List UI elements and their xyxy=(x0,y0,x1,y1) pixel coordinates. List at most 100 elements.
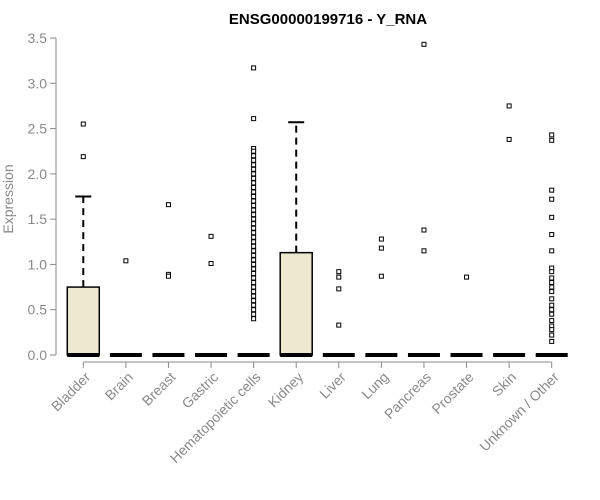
outlier-point xyxy=(251,225,257,231)
x-tick-label: Brain xyxy=(102,369,136,403)
outlier-point xyxy=(80,154,86,160)
outlier-point xyxy=(378,236,384,242)
outlier-point xyxy=(251,198,257,204)
y-tick-label: 3.0 xyxy=(28,75,48,91)
outlier-point xyxy=(251,307,257,313)
y-tick-label: 1.0 xyxy=(28,256,48,272)
outlier-point xyxy=(251,293,257,299)
outlier-point xyxy=(80,121,86,127)
outlier-point xyxy=(251,316,257,322)
outlier-point xyxy=(336,269,342,275)
outlier-point xyxy=(549,214,555,220)
outlier-point xyxy=(251,184,257,190)
outlier-point xyxy=(165,202,171,208)
outlier-point xyxy=(421,227,427,233)
outlier-point xyxy=(165,273,171,279)
outlier-point xyxy=(549,280,555,286)
box-rect xyxy=(66,286,101,356)
box-1 xyxy=(66,195,101,357)
outlier-point xyxy=(251,270,257,276)
outlier-point xyxy=(251,189,257,195)
y-tick-label: 2.5 xyxy=(28,121,48,137)
outlier-point xyxy=(549,232,555,238)
outlier-point xyxy=(251,153,257,159)
outlier-point xyxy=(251,207,257,213)
y-tick-label: 1.5 xyxy=(28,211,48,227)
outlier-point xyxy=(123,258,129,264)
outlier-point xyxy=(251,230,257,236)
outlier-point xyxy=(549,307,555,313)
outlier-point xyxy=(251,148,257,154)
outlier-point xyxy=(251,298,257,304)
outlier-point xyxy=(251,212,257,218)
outlier-point xyxy=(251,175,257,181)
y-tick-label: 3.5 xyxy=(28,30,48,46)
outlier-point xyxy=(549,289,555,295)
outlier-point xyxy=(549,275,555,281)
outlier-point xyxy=(549,132,555,138)
outlier-point xyxy=(421,41,427,47)
outlier-point xyxy=(251,203,257,209)
outlier-point xyxy=(208,261,214,267)
x-tick-label: Prostate xyxy=(428,369,476,417)
outlier-point xyxy=(251,166,257,172)
y-axis: 0.0 0.5 1.0 1.5 2.0 2.5 3.0 3.5 xyxy=(28,30,57,363)
outlier-point xyxy=(251,157,257,163)
outlier-point xyxy=(464,274,470,280)
outlier-point xyxy=(549,196,555,202)
outlier-point xyxy=(251,194,257,199)
chart-title: ENSG00000199716 - Y_RNA xyxy=(229,11,427,28)
outlier-point xyxy=(549,269,555,275)
outlier-point xyxy=(251,248,257,254)
box-6 xyxy=(279,121,313,357)
outlier-point xyxy=(549,327,555,333)
outlier-point xyxy=(378,245,384,251)
y-tick-label: 0.5 xyxy=(28,302,48,318)
x-tick-label: Gastric xyxy=(178,369,221,412)
outlier-point xyxy=(251,280,257,286)
outlier-point xyxy=(251,180,257,186)
outlier-point xyxy=(336,322,342,328)
x-tick-label: Lung xyxy=(358,369,391,402)
outlier-point xyxy=(251,243,257,249)
outlier-point xyxy=(549,332,555,338)
x-tick-label: Kidney xyxy=(265,369,307,411)
outlier-point xyxy=(251,257,257,263)
outlier-point xyxy=(549,318,555,324)
outlier-point xyxy=(251,171,257,177)
outlier-point xyxy=(251,266,257,272)
outlier-point xyxy=(251,216,257,222)
y-axis-label: Expression xyxy=(0,164,16,233)
outlier-point xyxy=(208,233,214,239)
outlier-point xyxy=(549,187,555,193)
outlier-point xyxy=(251,221,257,227)
outlier-point xyxy=(251,234,257,240)
outlier-point xyxy=(336,274,342,280)
x-tick-label: Liver xyxy=(316,369,349,402)
outlier-point xyxy=(549,302,555,308)
outlier-point xyxy=(549,137,555,143)
y-tick-label: 0.0 xyxy=(28,347,48,363)
outlier-point xyxy=(251,311,257,317)
outlier-point xyxy=(336,286,342,292)
outliers-group xyxy=(80,41,555,344)
outlier-point xyxy=(251,162,257,168)
outlier-point xyxy=(549,311,555,317)
outlier-point xyxy=(251,289,257,295)
outlier-point xyxy=(549,296,555,302)
outlier-point xyxy=(251,65,257,71)
outlier-point xyxy=(251,284,257,290)
x-tick-label: Pancreas xyxy=(381,369,434,422)
x-tick-label: Unknown / Other xyxy=(476,369,562,455)
outlier-point xyxy=(251,252,257,258)
boxes-group xyxy=(66,121,568,357)
outlier-point xyxy=(251,116,257,122)
x-tick-label: Breast xyxy=(139,369,179,409)
outlier-point xyxy=(549,338,555,344)
outlier-point xyxy=(378,273,384,279)
x-tick-label: Skin xyxy=(489,369,520,400)
box-rect xyxy=(279,251,313,356)
